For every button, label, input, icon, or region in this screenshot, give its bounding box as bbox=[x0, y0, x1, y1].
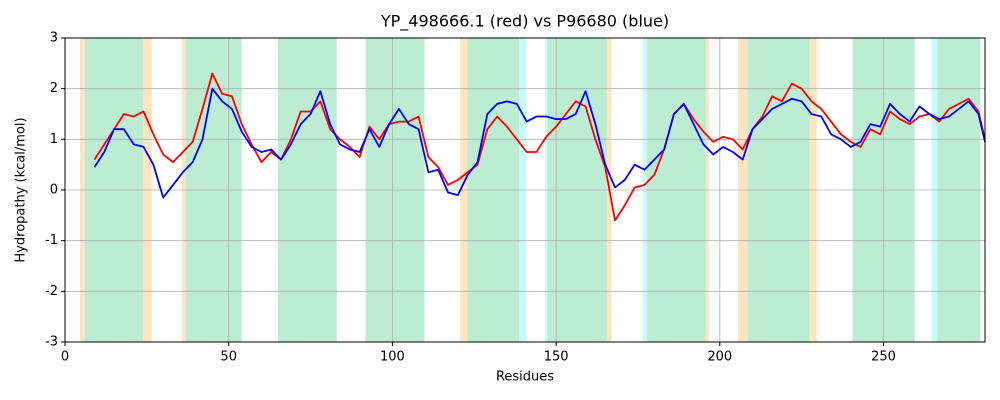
series-line bbox=[93, 87, 986, 199]
series-line bbox=[93, 72, 986, 222]
y-tick-label: 3 bbox=[50, 31, 58, 46]
x-tick-label: 0 bbox=[61, 350, 69, 365]
x-tick-label: 100 bbox=[380, 350, 405, 365]
y-tick-label: 0 bbox=[50, 183, 58, 198]
y-tick-label: -2 bbox=[45, 284, 58, 299]
x-axis-label: Residues bbox=[496, 370, 554, 385]
y-tick-label: -3 bbox=[45, 335, 58, 350]
chart-title: YP_498666.1 (red) vs P96680 (blue) bbox=[380, 12, 669, 32]
y-tick-label: -1 bbox=[45, 233, 58, 248]
x-tick-label: 150 bbox=[544, 350, 569, 365]
plot-frame bbox=[64, 37, 986, 343]
x-tick-label: 250 bbox=[871, 350, 896, 365]
x-tick-label: 50 bbox=[220, 350, 237, 365]
x-tick-label: 200 bbox=[707, 350, 732, 365]
y-tick-label: 2 bbox=[50, 81, 58, 96]
y-axis-label: Hydropathy (kcal/mol) bbox=[14, 117, 29, 262]
y-tick-label: 1 bbox=[50, 132, 58, 147]
